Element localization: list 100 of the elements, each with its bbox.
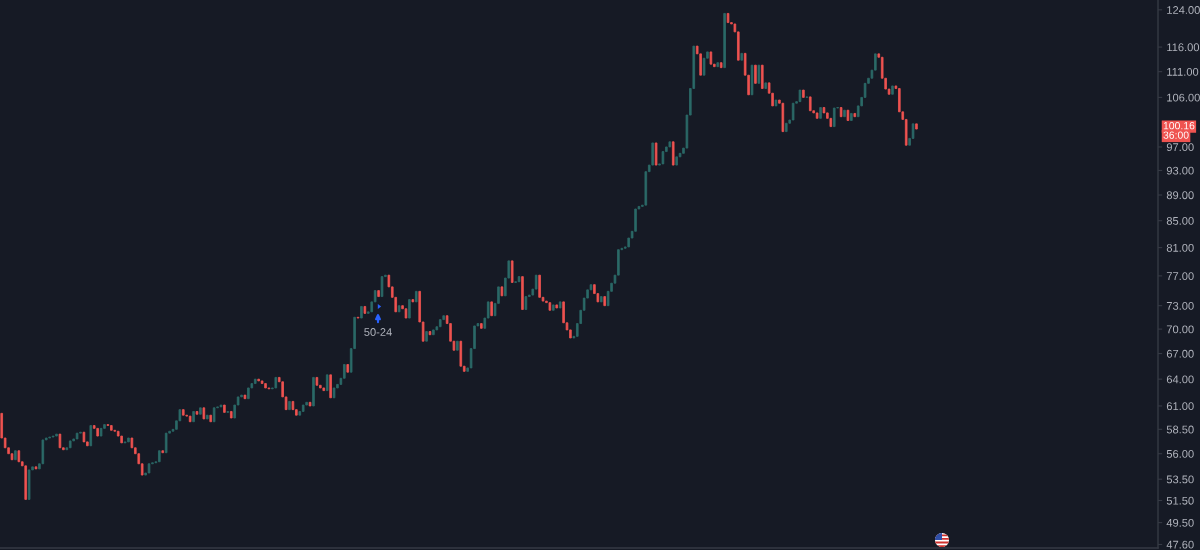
candlestick <box>791 102 795 121</box>
candlestick <box>188 415 192 423</box>
y-tick-label: 56.00 <box>1166 449 1194 458</box>
candlestick <box>397 305 401 313</box>
candlestick <box>490 301 493 317</box>
candlestick <box>264 383 267 389</box>
candlestick <box>774 99 778 107</box>
candlestick <box>414 290 418 303</box>
candlestick <box>675 156 678 166</box>
candlestick <box>432 329 435 336</box>
y-tick-label: 77.00 <box>1166 272 1194 281</box>
candlestick <box>757 64 761 84</box>
candlestick <box>24 465 27 500</box>
candlestick <box>754 64 757 84</box>
candlestick <box>55 433 58 437</box>
candlestick <box>839 107 843 118</box>
candlestick <box>147 463 151 474</box>
candlestick <box>802 89 805 98</box>
candlestick <box>517 276 521 283</box>
candlestick <box>123 441 127 444</box>
candlestick <box>257 378 260 382</box>
candlestick <box>274 376 278 389</box>
candlestick <box>510 260 514 283</box>
candlestick <box>308 401 312 407</box>
candlestick <box>603 296 606 307</box>
candlestick <box>301 404 305 412</box>
candlestick <box>202 407 206 420</box>
y-tick-label: 81.00 <box>1166 243 1194 252</box>
candlestick <box>716 62 720 68</box>
candlestick <box>726 13 730 23</box>
candlestick <box>195 411 199 415</box>
candlestick <box>548 302 552 311</box>
candlestick <box>428 331 432 336</box>
candlestick <box>815 112 819 119</box>
candlestick <box>315 376 319 386</box>
candlestick <box>668 141 672 148</box>
candlestick <box>709 51 713 65</box>
candlestick <box>182 409 185 416</box>
candlestick <box>404 308 408 319</box>
candlestick <box>480 323 483 329</box>
candlestick <box>120 435 123 444</box>
candlestick <box>110 425 113 431</box>
candlestick <box>223 404 226 413</box>
candlestick <box>850 113 853 121</box>
candlestick <box>219 404 223 408</box>
candlestick <box>34 466 38 470</box>
candlestick <box>346 364 350 373</box>
candlestick <box>209 414 212 423</box>
candlestick <box>322 387 326 392</box>
y-tick-label: 47.60 <box>1166 540 1194 549</box>
candlestick <box>599 296 603 303</box>
annotation: 50-24 <box>364 328 392 336</box>
candlestick <box>192 411 195 423</box>
candlestick <box>411 299 415 303</box>
candlestick <box>17 450 21 463</box>
candlestick <box>229 411 233 419</box>
candlestick <box>832 107 836 128</box>
candlestick <box>764 82 767 89</box>
candlestick <box>356 316 360 319</box>
y-tick-label: 53.50 <box>1166 475 1194 484</box>
candlestick <box>521 276 524 310</box>
y-tick-label: 111.00 <box>1167 67 1199 76</box>
candlestick <box>164 432 168 454</box>
candlestick <box>819 107 822 119</box>
candlestick <box>438 319 442 328</box>
y-tick-label: 106.00 <box>1167 93 1200 102</box>
candlestick <box>75 432 79 440</box>
candlestick <box>199 407 202 415</box>
candlestick <box>500 286 504 297</box>
candlestick <box>377 290 380 297</box>
candlestick <box>243 394 247 400</box>
candlestick <box>808 96 812 112</box>
text: 36:00 <box>1163 131 1189 139</box>
candlestick <box>127 437 130 443</box>
y-tick-label: 49.50 <box>1166 518 1194 527</box>
candlestick <box>89 425 93 447</box>
candlestick <box>558 301 562 309</box>
candlestick <box>14 450 17 461</box>
y-tick-label: 97.00 <box>1166 143 1194 152</box>
candlestick <box>654 142 658 166</box>
y-tick-label: 51.50 <box>1166 496 1194 505</box>
y-tick-label: 64.00 <box>1166 375 1194 384</box>
candlestick <box>555 304 559 309</box>
candlestick <box>798 89 802 103</box>
candlestick <box>158 450 161 463</box>
candlestick <box>740 52 744 61</box>
candlestick <box>846 109 850 121</box>
y-tick-label: 67.00 <box>1166 349 1194 358</box>
candlestick <box>325 374 329 392</box>
candlestick <box>27 469 31 500</box>
candlestick <box>212 407 216 423</box>
candlestick <box>332 387 336 399</box>
candlestick <box>363 306 367 314</box>
candlestick <box>408 299 411 319</box>
candlestick <box>843 109 846 118</box>
candlestick <box>853 113 857 118</box>
candlestick <box>425 331 428 342</box>
candlestick <box>671 141 675 166</box>
y-tick-label: 70.00 <box>1166 325 1194 334</box>
candlestick <box>96 427 99 437</box>
